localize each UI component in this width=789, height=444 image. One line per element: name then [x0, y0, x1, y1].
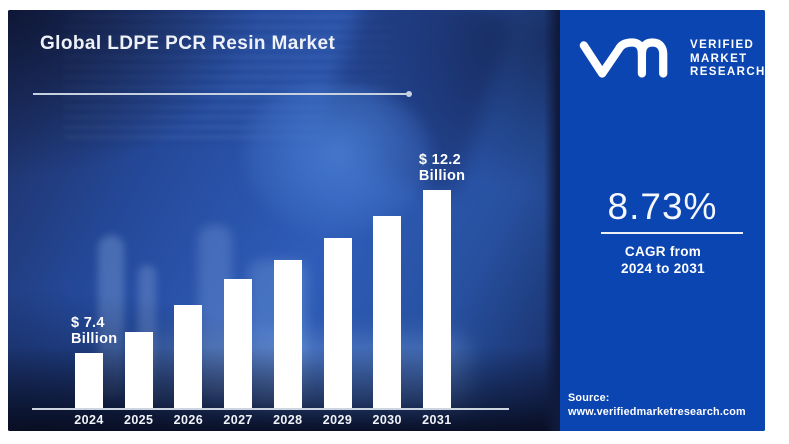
x-tick-label-2024: 2024	[74, 413, 104, 427]
x-tick-label-2026: 2026	[173, 413, 204, 427]
vmr-logo: VERIFIED MARKET RESEARCH ®	[578, 36, 764, 96]
bar-2027	[224, 279, 253, 408]
bar-2024	[75, 353, 103, 408]
bar-2030	[373, 216, 402, 408]
x-tick-label-2025: 2025	[123, 413, 154, 427]
cagr-value: 8.73%	[607, 186, 718, 227]
bar-2029	[323, 238, 352, 408]
source-block: Source: www.verifiedmarketresearch.com	[568, 391, 762, 419]
bar-2031	[422, 190, 451, 408]
x-tick-label-2027: 2027	[223, 413, 253, 427]
x-axis-line	[32, 408, 509, 410]
vmr-monogram-icon	[579, 38, 668, 78]
x-tick-label-2031: 2031	[422, 413, 452, 427]
cagr-divider	[601, 232, 743, 234]
source-url: www.verifiedmarketresearch.com	[568, 406, 746, 418]
company-name-line: MARKET	[690, 52, 748, 65]
panel-divider-shadow	[544, 10, 560, 431]
x-tick-label-2030: 2030	[372, 413, 402, 427]
title-underline	[33, 91, 412, 97]
infographic-frame: Global LDPE PCR Resin Market 2024 $ 7.4 Bi…	[8, 10, 765, 431]
company-name-line: VERIFIED	[690, 39, 755, 51]
x-tick-label-2028: 2028	[273, 413, 303, 427]
x-tick-label-2029: 2029	[322, 413, 353, 427]
value-label-2031: $ 12.2 Billion	[418, 152, 466, 184]
cagr-caption: CAGR from 2024 to 2031	[568, 243, 758, 277]
cagr-caption-line2: 2024 to 2031	[621, 261, 705, 276]
cagr-caption-line1: CAGR from	[624, 244, 702, 259]
bar-2025	[124, 332, 153, 408]
bar-2028	[273, 260, 302, 408]
company-name: VERIFIED MARKET RESEARCH	[690, 39, 765, 80]
source-label: Source:	[568, 392, 610, 404]
bar-chart: 2024 $ 7.4 Billion 2025 2026 2027 2028 2029 2030…	[8, 10, 560, 431]
brand-panel: VERIFIED MARKET RESEARCH ® 8.73% CAGR fr…	[560, 10, 765, 431]
value-label-2024: $ 7.4 Billion	[71, 315, 118, 347]
bar-2026	[174, 305, 203, 408]
company-name-line: RESEARCH	[690, 66, 765, 78]
page-title: Global LDPE PCR Resin Market	[40, 33, 336, 54]
chart-section: Global LDPE PCR Resin Market 2024 $ 7.4 Bi…	[8, 10, 560, 431]
